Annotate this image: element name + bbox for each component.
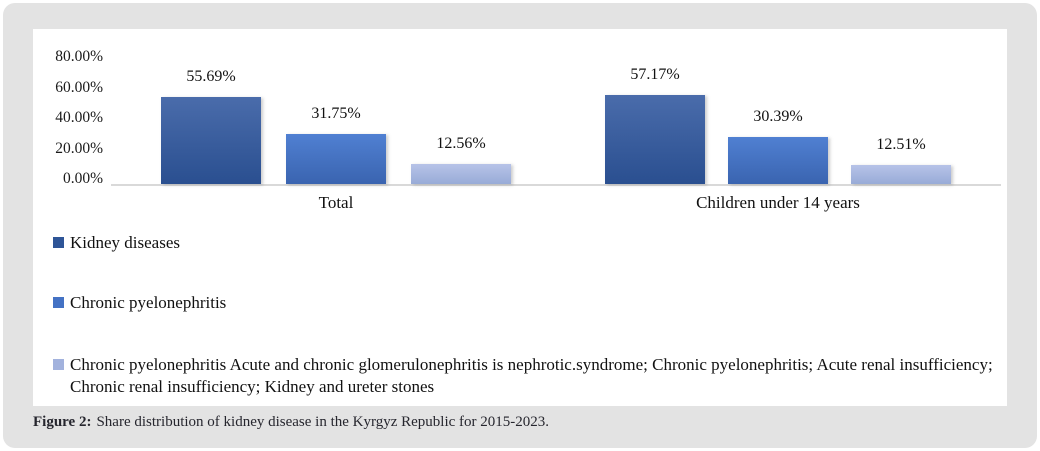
chart-panel: 80.00% 60.00% 40.00% 20.00% 0.00% 55.69% 31.7… [33,29,1007,406]
bar-chart: 80.00% 60.00% 40.00% 20.00% 0.00% 55.69% 31.7… [33,29,1007,212]
bar-series3-total: 12.56% [411,135,511,184]
bar-value-label: 12.56% [436,135,486,153]
figure-caption-text: Share distribution of kidney disease in … [96,414,550,430]
bar-series2-total: 31.75% [286,105,386,184]
legend-swatch-light-blue [53,359,64,370]
bar-group-children-under-14: 57.17% 30.39% 12.51% Children under 14 year… [605,29,951,212]
y-tick-label: 40.00% [55,109,103,126]
x-axis-line [111,184,1001,186]
category-label: Children under 14 years [696,193,860,212]
legend-label: Chronic pyelonephritis [70,293,227,312]
figure-caption-number: Figure 2: [33,414,92,430]
figure-card: 80.00% 60.00% 40.00% 20.00% 0.00% 55.69% 31.7… [3,3,1037,448]
category-label: Total [318,193,354,212]
bar-value-label: 31.75% [311,105,361,123]
legend-item-kidney-diseases: Kidney diseases [53,232,999,254]
bar-series2-children-under-14: 30.39% [728,108,828,184]
plot-area: 55.69% 31.75% 12.56% Total 57.17% 30.39% 12.51… [111,29,1001,212]
y-axis: 80.00% 60.00% 40.00% 20.00% 0.00% [33,29,103,212]
y-tick-label: 60.00% [55,78,103,96]
y-tick-label: 20.00% [55,139,103,157]
bar-series1-total: 55.69% [161,68,261,184]
bar-value-label: 57.17% [630,65,680,83]
legend-item-other-kidney-conditions: Chronic pyelonephritis Acute and chronic… [53,354,999,398]
figure-caption: Figure 2: Share distribution of kidney di… [33,413,1017,432]
legend-item-chronic-pyelonephritis: Chronic pyelonephritis [53,292,999,314]
bar-value-label: 55.69% [186,68,236,85]
y-tick-label: 0.00% [62,170,103,187]
y-tick-label: 80.00% [55,48,103,65]
bar-value-label: 30.39% [753,107,803,125]
bar-series1-children-under-14: 57.17% [605,66,705,184]
legend-swatch-medium-blue [53,297,64,308]
bar-group-total: 55.69% 31.75% 12.56% Total [161,29,511,212]
bar-series3-children-under-14: 12.51% [851,136,951,184]
legend-swatch-dark-blue [53,237,64,248]
legend-label: Chronic pyelonephritis Acute and chronic… [70,355,993,396]
bar-value-label: 12.51% [876,135,926,153]
legend-label: Kidney diseases [70,233,181,252]
